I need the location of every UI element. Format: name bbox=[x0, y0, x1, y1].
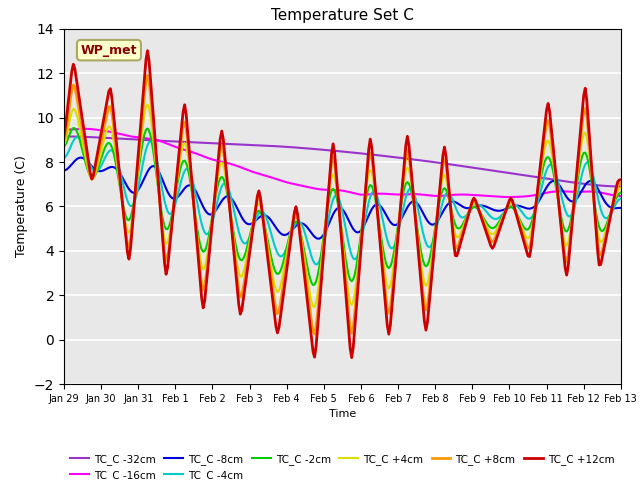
Line: TC_C -8cm: TC_C -8cm bbox=[64, 157, 621, 239]
TC_C +12cm bbox=[380, 288, 388, 293]
TC_C -2cm bbox=[165, 223, 173, 229]
TC_C -4cm bbox=[412, 194, 419, 200]
TC_C -16cm bbox=[76, 126, 83, 132]
TC_C -8cm bbox=[412, 199, 419, 204]
TC_C +8cm bbox=[143, 72, 151, 78]
TC_C +12cm bbox=[60, 133, 68, 139]
TC_C +4cm bbox=[399, 186, 406, 192]
TC_C -8cm bbox=[399, 214, 406, 219]
TC_C -16cm bbox=[410, 191, 417, 197]
TC_C +12cm bbox=[399, 178, 406, 184]
TC_C -32cm bbox=[408, 156, 416, 162]
TC_C -8cm bbox=[552, 179, 559, 184]
Line: TC_C -2cm: TC_C -2cm bbox=[64, 128, 621, 285]
TC_C -16cm bbox=[80, 126, 88, 132]
TC_C -32cm bbox=[377, 153, 385, 158]
TC_C -2cm bbox=[552, 183, 559, 189]
TC_C +4cm bbox=[143, 102, 151, 108]
TC_C +12cm bbox=[348, 355, 356, 360]
TC_C -8cm bbox=[314, 236, 321, 241]
TC_C -8cm bbox=[617, 205, 625, 211]
TC_C -8cm bbox=[165, 192, 173, 198]
TC_C +8cm bbox=[60, 138, 68, 144]
TC_C -2cm bbox=[77, 142, 85, 148]
TC_C +4cm bbox=[552, 180, 559, 185]
Line: TC_C +12cm: TC_C +12cm bbox=[64, 51, 621, 358]
TC_C -2cm bbox=[412, 210, 419, 216]
TC_C -32cm bbox=[549, 177, 557, 182]
TC_C -8cm bbox=[76, 155, 83, 161]
TC_C +4cm bbox=[412, 210, 419, 216]
X-axis label: Time: Time bbox=[329, 409, 356, 419]
TC_C +12cm bbox=[165, 250, 173, 255]
Line: TC_C -32cm: TC_C -32cm bbox=[64, 136, 621, 187]
TC_C +12cm bbox=[617, 177, 625, 183]
TC_C +8cm bbox=[76, 110, 83, 116]
TC_C +4cm bbox=[380, 265, 388, 271]
Line: TC_C +4cm: TC_C +4cm bbox=[64, 105, 621, 307]
TC_C -4cm bbox=[552, 170, 559, 176]
TC_C -2cm bbox=[309, 282, 317, 288]
Title: Temperature Set C: Temperature Set C bbox=[271, 9, 414, 24]
TC_C -4cm bbox=[380, 224, 388, 229]
TC_C +4cm bbox=[617, 185, 625, 191]
Line: TC_C -4cm: TC_C -4cm bbox=[64, 137, 621, 264]
TC_C -16cm bbox=[552, 189, 559, 194]
TC_C -32cm bbox=[164, 138, 172, 144]
TC_C -32cm bbox=[60, 133, 68, 139]
TC_C +8cm bbox=[165, 244, 173, 250]
TC_C -8cm bbox=[380, 208, 388, 214]
TC_C -16cm bbox=[165, 142, 173, 147]
TC_C -16cm bbox=[60, 127, 68, 132]
TC_C +4cm bbox=[60, 142, 68, 147]
TC_C -4cm bbox=[399, 208, 406, 214]
TC_C -32cm bbox=[76, 134, 83, 140]
TC_C -4cm bbox=[77, 138, 85, 144]
TC_C +12cm bbox=[76, 97, 83, 103]
TC_C -16cm bbox=[617, 193, 625, 199]
TC_C +8cm bbox=[412, 211, 419, 217]
TC_C +8cm bbox=[399, 181, 406, 187]
Legend: TC_C -32cm, TC_C -16cm, TC_C -8cm, TC_C -4cm, TC_C -2cm, TC_C +4cm, TC_C +8cm, T: TC_C -32cm, TC_C -16cm, TC_C -8cm, TC_C … bbox=[66, 450, 619, 480]
TC_C -8cm bbox=[77, 155, 85, 160]
TC_C +8cm bbox=[380, 277, 388, 283]
TC_C -2cm bbox=[69, 125, 77, 131]
TC_C +8cm bbox=[552, 175, 559, 181]
TC_C -2cm bbox=[399, 192, 406, 198]
TC_C -4cm bbox=[74, 134, 82, 140]
TC_C +4cm bbox=[165, 234, 173, 240]
TC_C -2cm bbox=[60, 144, 68, 149]
TC_C +4cm bbox=[311, 304, 319, 310]
TC_C -2cm bbox=[617, 190, 625, 195]
TC_C -4cm bbox=[312, 262, 320, 267]
Text: WP_met: WP_met bbox=[81, 44, 137, 57]
TC_C -2cm bbox=[380, 252, 388, 258]
TC_C -16cm bbox=[506, 194, 513, 200]
TC_C +8cm bbox=[617, 180, 625, 186]
Line: TC_C -16cm: TC_C -16cm bbox=[64, 129, 621, 197]
TC_C -4cm bbox=[617, 196, 625, 202]
TC_C -8cm bbox=[60, 168, 68, 173]
TC_C +4cm bbox=[76, 124, 83, 130]
Line: TC_C +8cm: TC_C +8cm bbox=[64, 75, 621, 334]
TC_C -16cm bbox=[379, 191, 387, 197]
TC_C -4cm bbox=[165, 211, 173, 216]
TC_C -32cm bbox=[617, 184, 625, 190]
TC_C +12cm bbox=[143, 48, 151, 54]
TC_C -32cm bbox=[396, 155, 403, 161]
TC_C -4cm bbox=[60, 155, 68, 161]
Y-axis label: Temperature (C): Temperature (C) bbox=[15, 156, 28, 257]
TC_C +12cm bbox=[552, 171, 559, 177]
TC_C +8cm bbox=[311, 331, 319, 337]
TC_C -16cm bbox=[397, 192, 405, 197]
TC_C +12cm bbox=[412, 212, 419, 218]
